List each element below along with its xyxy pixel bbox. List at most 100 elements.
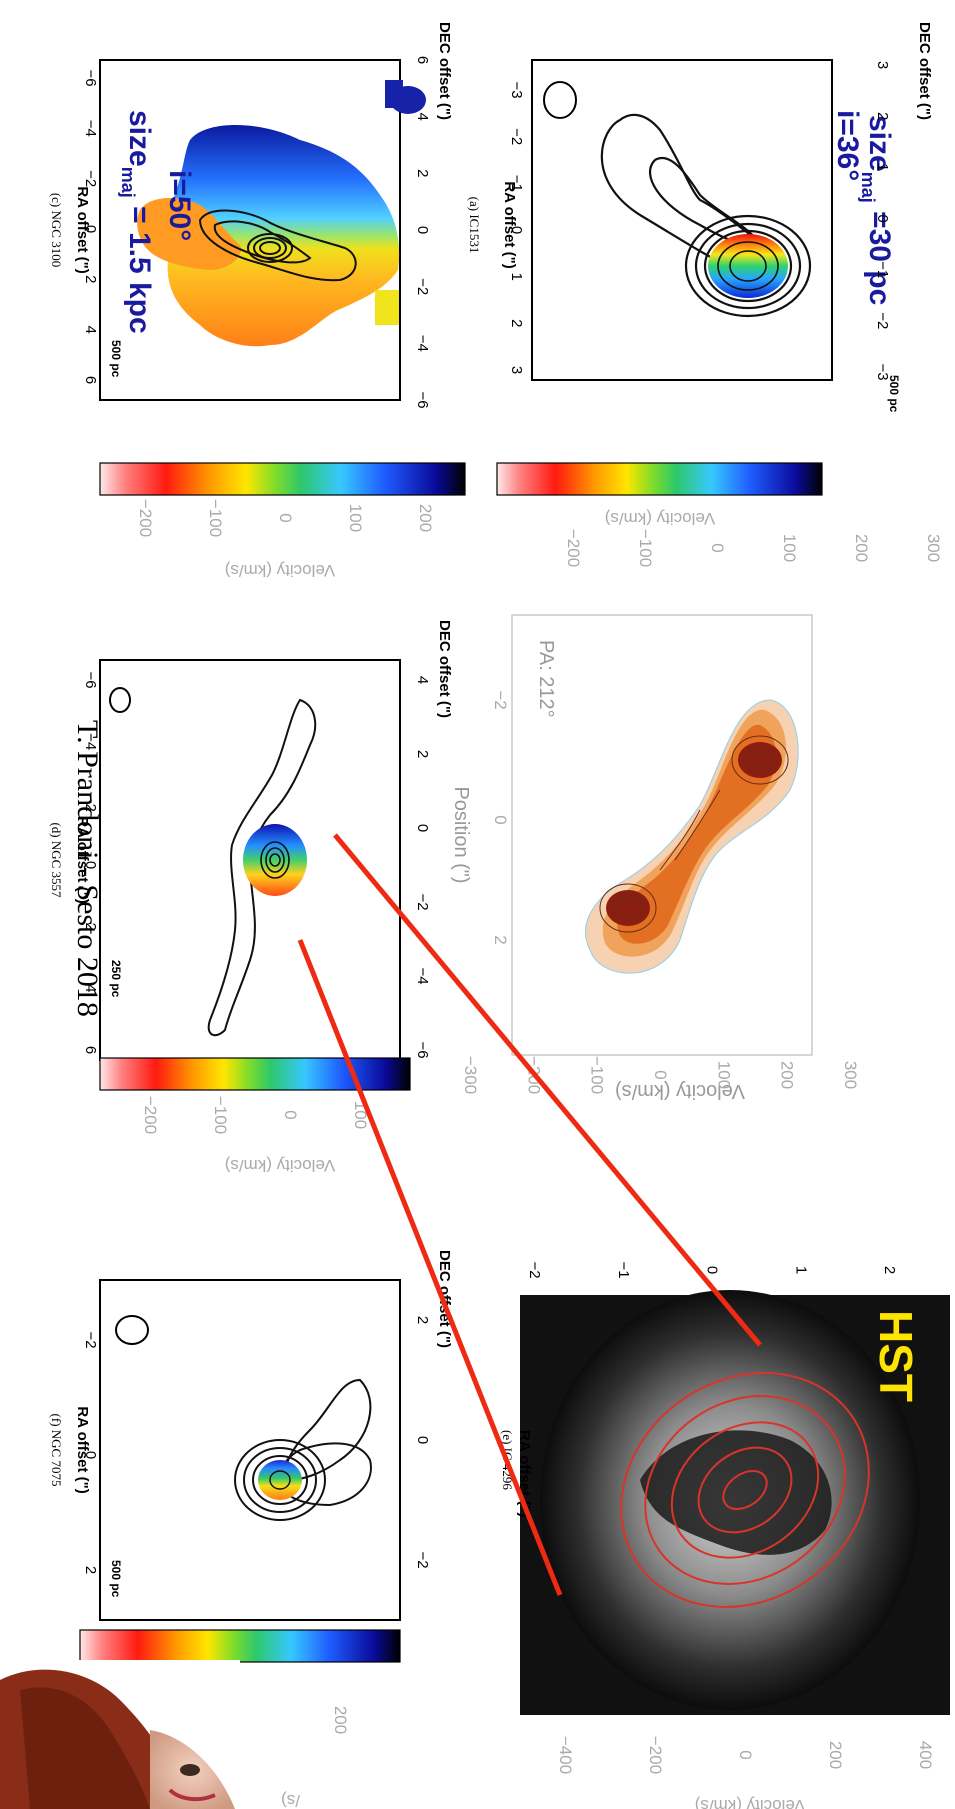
connector-line-lower	[297, 939, 563, 1596]
pv-frame	[511, 614, 813, 1056]
panel-d-caption: (d) NGC 3557	[49, 822, 64, 898]
pv-velocity-tick: −300	[461, 1056, 480, 1094]
panel-c-y-tick: −2	[414, 278, 431, 295]
panel-a-y-tick: 1	[874, 163, 891, 171]
panel-a-x-tick: −1	[508, 175, 525, 192]
panel-d-ylabel: DEC offset (")	[436, 620, 453, 718]
panel-a-cbar-ticks: −200 −100 0 100 200 300	[564, 529, 943, 567]
pv-velocity-label-bottom: Velocity (km/s)	[615, 1080, 745, 1102]
panel-c-colorbar	[99, 462, 466, 496]
panel-c-y-tick: 2	[414, 169, 431, 177]
panel-a-ic1531: sizemaj =30 pc i=36° 500 pc RA offset ("…	[467, 22, 943, 567]
panel-c-x-tick: 2	[82, 275, 99, 283]
panel-a-y-tick: 2	[874, 112, 891, 120]
panel-a-cbar-tick: 100	[780, 534, 799, 562]
panel-c-blob	[390, 86, 426, 114]
panel-f-x-tick: 2	[82, 1566, 99, 1574]
panel-a-colorbar	[496, 462, 823, 496]
hst-cbar-tick: −200	[646, 1736, 665, 1774]
panel-c-xlabel: RA offset (")	[74, 186, 91, 273]
panel-c-cbar-tick: −200	[136, 499, 155, 537]
panel-d-cbar-tick: −100	[211, 1096, 230, 1134]
hst-y-tick: 1	[792, 1266, 809, 1274]
panel-d-y-tick: 2	[414, 750, 431, 758]
pv-position-tick: −2	[491, 690, 510, 709]
panel-a-cbar-tick: −100	[636, 529, 655, 567]
hst-cbar-tick: 400	[916, 1741, 935, 1769]
panel-e-hst: HST RA offset (") (e) IC 4296 210−1−2 −4…	[500, 1261, 950, 1809]
panel-c-scale-bar: 500 pc	[109, 340, 123, 378]
panel-d-x-tick: −6	[82, 671, 99, 688]
panel-f-cbar-ticks: 200	[331, 1706, 350, 1734]
panel-f-caption: (f) NGC 7075	[49, 1414, 64, 1487]
panel-f-cbar-label: /s)	[281, 1791, 300, 1809]
svg-text:i=50°: i=50°	[163, 170, 196, 241]
pv-position-tick: 2	[491, 935, 510, 944]
hst-y-tick: −1	[615, 1261, 632, 1278]
connector-line-upper	[333, 833, 762, 1347]
hst-cbar-tick: 0	[736, 1750, 755, 1759]
panel-f-y-tick: 2	[414, 1316, 431, 1324]
panel-c-x-tick: 0	[82, 225, 99, 233]
panel-c-y-tick: 0	[414, 226, 431, 234]
panel-a-x-tick: −3	[508, 81, 525, 98]
panel-c-x-tick: −4	[82, 120, 99, 137]
hst-y-tick: 0	[704, 1266, 721, 1274]
hst-label: HST	[870, 1310, 922, 1402]
panel-a-cbar-tick: 0	[708, 543, 727, 552]
panel-c-inclination-label: i=50°	[163, 170, 196, 241]
panel-c-y-ticks: 6 4 2 0 −2 −4 −6	[414, 56, 431, 409]
hst-y-tick: −2	[526, 1261, 543, 1278]
panel-c-y-tick: −4	[414, 335, 431, 352]
panel-f-scale-bar: 500 pc	[109, 1560, 123, 1598]
panel-a-y-tick: 0	[874, 214, 891, 222]
panel-d-cbar-ticks: −200 −100 0 100	[141, 1096, 370, 1134]
pv-pa-label: PA: 212°	[535, 640, 557, 718]
pv-velocity-tick: 200	[778, 1061, 797, 1089]
panel-a-beam-ellipse	[543, 81, 577, 119]
hst-cbar-label: Velocity (km/s)	[695, 1796, 806, 1809]
hst-cbar-tick: −400	[556, 1736, 575, 1774]
panel-d-colorbar	[99, 1057, 411, 1091]
panel-d-y-tick: −4	[414, 967, 431, 984]
panel-a-size-label: sizemaj =30 pc	[858, 115, 896, 305]
panel-a-inclination-label: i=36°	[831, 110, 864, 181]
panel-d-y-ticks: 4 2 0 −2 −4 −6	[414, 676, 431, 1059]
panel-c-cbar-tick: 0	[276, 513, 295, 522]
panel-a-y-tick: −2	[874, 312, 891, 329]
panel-d-x-tick: −2	[82, 795, 99, 812]
panel-pv-diagram: PA: 212° Position (") Velocity (km/s) −2…	[450, 614, 860, 1102]
panel-a-cbar-tick: 200	[852, 534, 871, 562]
pv-velocity-tick: 0	[651, 1070, 670, 1079]
panel-c-ylabel: DEC offset (")	[436, 22, 453, 120]
panel-d-x-ticks: −6 −4 −2 0 2 4 6	[82, 671, 99, 1054]
panel-d-x-tick: 0	[82, 861, 99, 869]
panel-f-velocity-field	[258, 1460, 302, 1500]
panel-d-beam-ellipse	[109, 687, 131, 713]
panel-c-y-tick: −6	[414, 391, 431, 408]
panel-c-x-tick: −2	[82, 170, 99, 187]
pv-position-label: Position (")	[450, 786, 472, 883]
panel-c-cbar-ticks: −200 −100 0 100 200	[136, 499, 435, 537]
pv-position-tick: 0	[491, 815, 510, 824]
panel-c-ngc3100: i=50° sizemaj = 1.5 kpc 500 pc RA offset…	[49, 22, 466, 580]
panel-c-cbar-tick: −100	[206, 499, 225, 537]
hst-y-ticks: 2 1 0 −1 −2	[526, 1261, 898, 1278]
panel-f-x-tick: 0	[82, 1451, 99, 1459]
panel-c-cbar-tick: 100	[346, 504, 365, 532]
panel-a-cbar-label: Velocity (km/s)	[605, 509, 716, 528]
panel-d-y-tick: 0	[414, 824, 431, 832]
pv-emission	[584, 699, 799, 974]
panel-f-beam-ellipse	[115, 1315, 149, 1345]
panel-f-xlabel: RA offset (")	[74, 1406, 91, 1493]
panel-a-y-ticks: 3 2 1 0 −1 −2 −3	[874, 61, 891, 381]
panel-d-y-tick: −2	[414, 893, 431, 910]
panel-d-ngc3557: 250 pc RA offset (") (d) NGC 3557 DEC of…	[49, 620, 453, 1175]
panel-c-contours	[198, 209, 357, 282]
panel-d-x-tick: −4	[82, 733, 99, 750]
panel-f-y-tick: −2	[414, 1551, 431, 1568]
panel-c-x-ticks: −6 −4 −2 0 2 4 6	[82, 69, 99, 384]
panel-d-cbar-label: Velocity (km/s)	[225, 1156, 336, 1175]
panel-c-x-tick: −6	[82, 69, 99, 86]
